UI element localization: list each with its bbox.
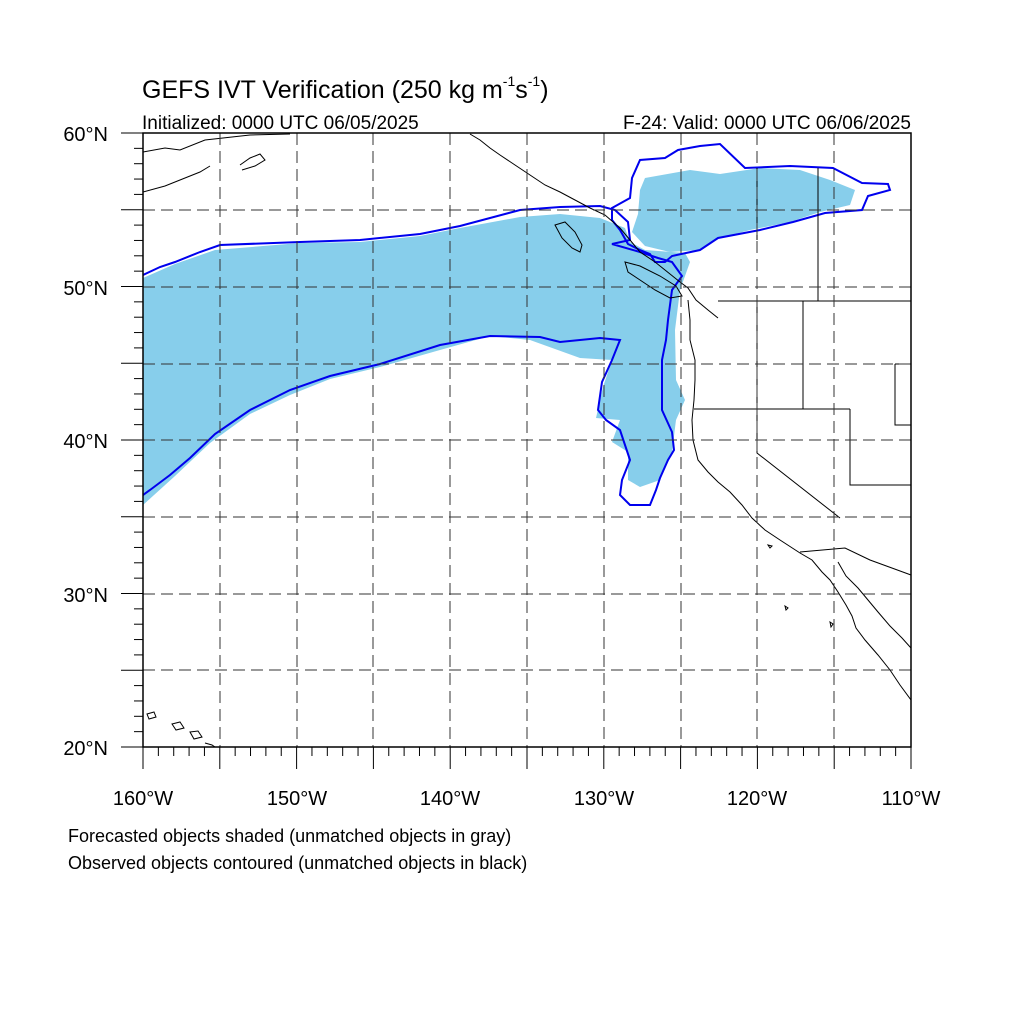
hawaii-islands (146, 711, 216, 747)
bc-coastline (469, 133, 719, 319)
baja-east-coastline (837, 561, 911, 649)
valid-time: F-24: Valid: 0000 UTC 06/06/2025 (623, 113, 911, 134)
axis-ticks (121, 132, 912, 769)
coastlines (143, 133, 911, 747)
observed-contour-north-pacific (143, 204, 684, 506)
lat-label: 30°N (63, 585, 108, 607)
lon-label: 160°W (113, 788, 173, 810)
us-west-coastline (687, 299, 911, 701)
lon-label: 150°W (267, 788, 327, 810)
lat-label: 20°N (63, 738, 108, 760)
observed-contour-british-columbia (611, 142, 892, 263)
us-state-lines (694, 301, 912, 576)
initialized-time: Initialized: 0000 UTC 06/05/2025 (142, 113, 419, 134)
small-islands (766, 544, 834, 629)
legend-observed-note: Observed objects contoured (unmatched ob… (68, 853, 527, 873)
lon-label: 110°W (882, 788, 941, 810)
vancouver-island (624, 261, 683, 299)
lon-label: 130°W (574, 788, 634, 810)
lat-label: 50°N (63, 278, 108, 300)
haida-gwaii (554, 221, 583, 253)
longitude-labels: 160°W 150°W 140°W 130°W 120°W 110°W (113, 788, 941, 810)
lon-label: 140°W (420, 788, 480, 810)
lat-label: 60°N (63, 124, 108, 146)
alaska-coastline (143, 133, 291, 193)
lon-label: 120°W (727, 788, 787, 810)
map-title: GEFS IVT Verification (250 kg m-1s-1) (142, 73, 549, 104)
lat-label: 40°N (63, 431, 108, 453)
latitude-labels: 60°N 50°N 40°N 30°N 20°N (63, 124, 108, 760)
forecast-object-north-pacific (143, 214, 690, 505)
gridlines (143, 133, 911, 747)
legend-forecast-note: Forecasted objects shaded (unmatched obj… (68, 826, 511, 846)
